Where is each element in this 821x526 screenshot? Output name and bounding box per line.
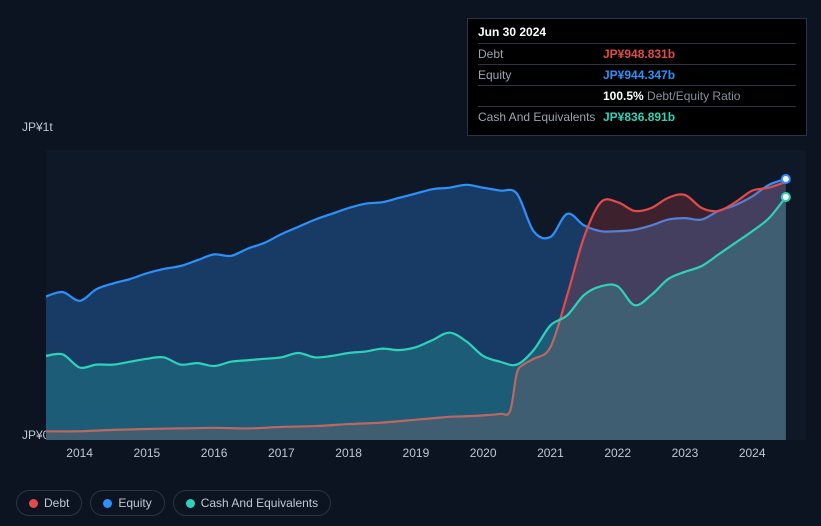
- legend: Debt Equity Cash And Equivalents: [16, 490, 331, 516]
- tooltip-value-ratio: 100.5% Debt/Equity Ratio: [603, 89, 740, 103]
- x-axis-label: 2015: [134, 446, 161, 460]
- x-axis-label: 2019: [403, 446, 430, 460]
- legend-item-cash[interactable]: Cash And Equivalents: [173, 490, 331, 516]
- legend-item-debt[interactable]: Debt: [16, 490, 82, 516]
- circle-icon: [186, 499, 195, 508]
- tooltip-label-ratio: [478, 89, 603, 103]
- tooltip-date: Jun 30 2024: [478, 25, 796, 43]
- tooltip-row: Debt JP¥948.831b: [478, 43, 796, 64]
- plot-svg: [46, 150, 806, 440]
- x-axis-label: 2024: [739, 446, 766, 460]
- ratio-percent: 100.5%: [603, 89, 644, 103]
- chart-area: JP¥1t JP¥0 20142015201620172018201920202…: [16, 120, 806, 470]
- tooltip-row: 100.5% Debt/Equity Ratio: [478, 85, 796, 106]
- x-axis-label: 2018: [335, 446, 362, 460]
- tooltip-row: Equity JP¥944.347b: [478, 64, 796, 85]
- legend-item-equity[interactable]: Equity: [90, 490, 164, 516]
- plot-area[interactable]: [46, 150, 806, 440]
- x-axis-label: 2020: [470, 446, 497, 460]
- circle-icon: [29, 499, 38, 508]
- tooltip-value-debt: JP¥948.831b: [603, 47, 675, 61]
- x-axis-label: 2023: [672, 446, 699, 460]
- circle-icon: [103, 499, 112, 508]
- legend-label: Debt: [44, 496, 69, 510]
- x-axis-label: 2017: [268, 446, 295, 460]
- tooltip-label-equity: Equity: [478, 68, 603, 82]
- x-axis-label: 2022: [604, 446, 631, 460]
- hover-tooltip: Jun 30 2024 Debt JP¥948.831b Equity JP¥9…: [467, 18, 807, 136]
- chart-container: Jun 30 2024 Debt JP¥948.831b Equity JP¥9…: [0, 0, 821, 526]
- x-axis-label: 2021: [537, 446, 564, 460]
- legend-label: Equity: [118, 496, 151, 510]
- x-axis-label: 2014: [66, 446, 93, 460]
- legend-label: Cash And Equivalents: [201, 496, 318, 510]
- x-axis-label: 2016: [201, 446, 228, 460]
- ratio-suffix: Debt/Equity Ratio: [644, 89, 741, 103]
- y-axis-label-top: JP¥1t: [22, 120, 53, 134]
- tooltip-label-debt: Debt: [478, 47, 603, 61]
- tooltip-value-equity: JP¥944.347b: [603, 68, 675, 82]
